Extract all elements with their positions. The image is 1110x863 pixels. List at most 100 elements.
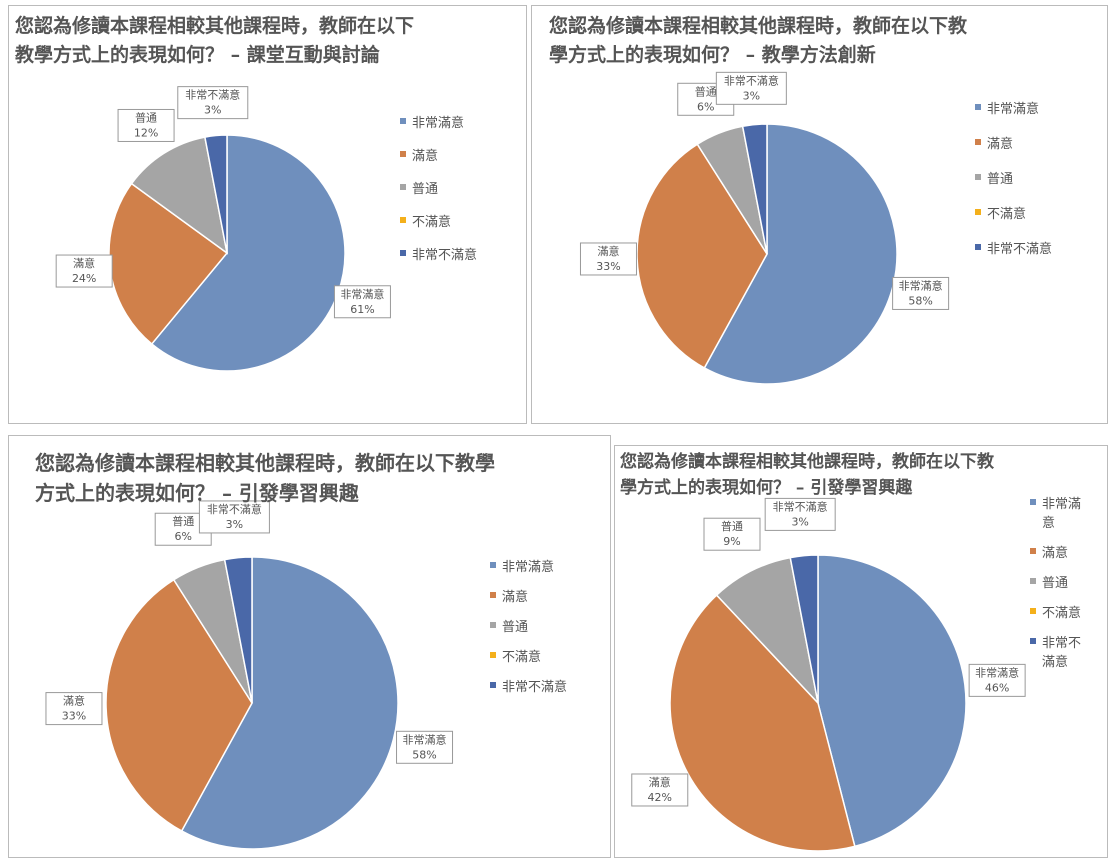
pie-slice (180, 556, 399, 850)
legend-item: 非常不滿意 (1030, 632, 1092, 670)
chart-title: 您認為修讀本課程相較其他課程時，教師在以下教學方式上的表現如何？ – 引發學習興… (35, 451, 495, 505)
legend-item: 滿意 (1030, 542, 1092, 561)
legend: 非常滿意滿意普通不滿意非常不滿意 (975, 98, 1085, 273)
data-label-category: 非常不滿意 (207, 502, 262, 516)
legend-label: 非常滿意 (412, 116, 465, 131)
legend-item: 非常不滿意 (400, 244, 510, 263)
pie-slice (130, 136, 229, 255)
data-label-category: 非常滿意 (899, 278, 943, 292)
legend-marker (1030, 548, 1036, 554)
pie-slice (669, 594, 856, 852)
data-label-box (177, 86, 249, 120)
legend-label: 非常滿意 (1042, 497, 1082, 531)
data-label-category: 非常不滿意 (724, 73, 779, 87)
legend-marker (975, 139, 981, 145)
legend-item: 非常滿意 (490, 556, 600, 575)
data-label-value: 42% (648, 791, 672, 804)
data-label-category: 滿意 (649, 775, 671, 789)
data-label-category: 非常不滿意 (773, 499, 828, 513)
legend-label: 非常滿意 (502, 560, 555, 575)
data-label-box (715, 71, 787, 105)
legend-item: 滿意 (975, 133, 1085, 152)
legend-label: 滿意 (1042, 546, 1069, 561)
pie-slice (789, 554, 819, 704)
legend-label: 不滿意 (502, 650, 542, 665)
pie-slice (741, 123, 768, 255)
data-label-value: 46% (985, 681, 1009, 694)
legend-item: 不滿意 (1030, 602, 1092, 621)
legend-label: 普通 (987, 172, 1014, 187)
data-label-box (892, 276, 950, 310)
legend-label: 不滿意 (987, 207, 1027, 222)
legend-item: 普通 (400, 178, 510, 197)
legend-item: 非常不滿意 (975, 238, 1085, 257)
chart-title: 您認為修讀本課程相較其他課程時，教師在以下教學方式上的表現如何？ – 課堂互動與… (15, 15, 415, 66)
legend-marker (400, 250, 406, 256)
legend-label: 普通 (1042, 576, 1069, 591)
data-label-box (333, 285, 391, 319)
legend-label: 非常滿意 (987, 102, 1040, 117)
pie-slice (204, 134, 228, 254)
data-label-box (198, 500, 270, 534)
legend-item: 普通 (975, 168, 1085, 187)
data-label-value: 3% (204, 104, 221, 117)
panel (531, 5, 1108, 424)
data-label-value: 12% (134, 126, 158, 139)
data-label-value: 58% (412, 748, 436, 761)
legend-marker (400, 184, 406, 190)
legend-marker (975, 209, 981, 215)
data-label-value: 6% (174, 530, 191, 543)
legend: 非常滿意滿意普通不滿意非常不滿意 (1030, 493, 1092, 681)
legend-label: 普通 (502, 620, 529, 635)
legend-marker (975, 244, 981, 250)
legend-label: 非常不滿意 (987, 242, 1053, 257)
legend-item: 滿意 (400, 145, 510, 164)
legend-marker (490, 592, 496, 598)
data-label-value: 9% (723, 535, 740, 548)
panel (614, 445, 1108, 858)
legend-item: 普通 (1030, 572, 1092, 591)
data-label-value: 3% (226, 518, 243, 531)
data-label-category: 滿意 (597, 244, 619, 258)
chart-title: 您認為修讀本課程相較其他課程時，教師在以下教學方式上的表現如何？ – 教學方法創… (549, 15, 968, 66)
legend-label: 非常不滿意 (412, 248, 478, 263)
legend-label: 滿意 (502, 590, 529, 605)
legend-marker (1030, 499, 1036, 505)
legend-label: 普通 (412, 182, 439, 197)
data-label-value: 58% (908, 294, 932, 307)
legend-marker (400, 151, 406, 157)
data-label-box (703, 517, 761, 551)
data-label-category: 普通 (695, 84, 717, 98)
legend-item: 非常滿意 (975, 98, 1085, 117)
pie-slice (223, 556, 253, 704)
legend-marker (490, 622, 496, 628)
legend-item: 不滿意 (490, 646, 600, 665)
data-label-category: 滿意 (73, 256, 95, 270)
legend-marker (400, 217, 406, 223)
legend-label: 非常不滿意 (1042, 636, 1082, 670)
data-label-box (55, 254, 113, 288)
data-label-category: 普通 (135, 110, 157, 124)
chart-title: 您認為修讀本課程相較其他課程時，教師在以下教學方式上的表現如何？ – 引發學習興… (620, 452, 994, 498)
data-label-value: 6% (697, 100, 714, 113)
legend-item: 滿意 (490, 586, 600, 605)
legend-label: 非常不滿意 (502, 680, 568, 695)
data-label-category: 非常滿意 (975, 665, 1019, 679)
legend-marker (975, 104, 981, 110)
data-label-value: 24% (72, 272, 96, 285)
legend-marker (400, 118, 406, 124)
data-label-box (117, 108, 175, 142)
pie-slice (817, 554, 967, 848)
legend-item: 非常滿意 (1030, 493, 1092, 531)
legend-label: 滿意 (987, 137, 1014, 152)
legend-item: 非常不滿意 (490, 676, 600, 695)
data-label-value: 61% (350, 303, 374, 316)
legend-marker (490, 682, 496, 688)
legend-item: 不滿意 (400, 211, 510, 230)
legend-label: 滿意 (412, 149, 439, 164)
legend-label: 不滿意 (412, 215, 452, 230)
legend-marker (1030, 638, 1036, 644)
data-label-value: 3% (791, 515, 808, 528)
